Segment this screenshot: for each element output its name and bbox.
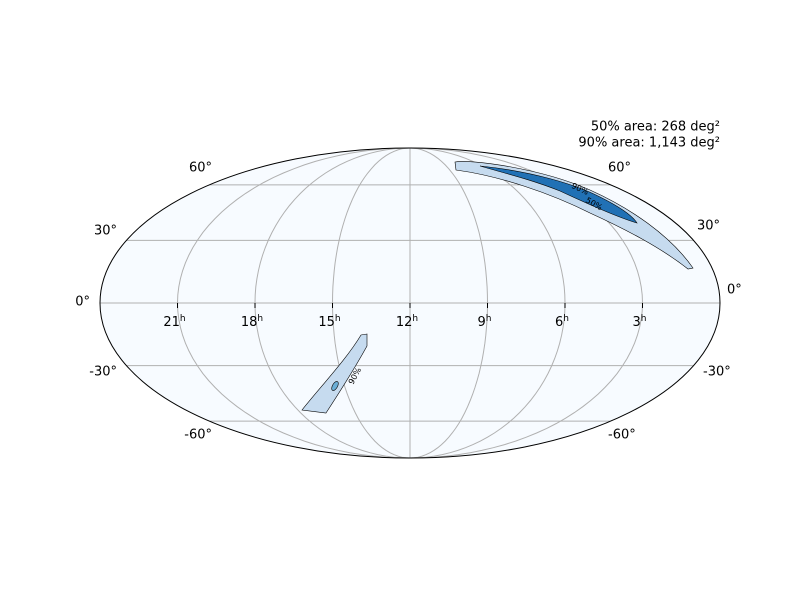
area-annotation: 50% area: 268 deg² bbox=[591, 120, 720, 135]
ra-unit: h bbox=[412, 314, 418, 324]
region-50 bbox=[479, 165, 638, 224]
ra-unit: h bbox=[180, 314, 186, 324]
area-annotation: 90% area: 1,143 deg² bbox=[578, 136, 720, 151]
region-90-south bbox=[301, 333, 368, 414]
ra-hours: 21 bbox=[163, 315, 180, 330]
ra-hours: 12 bbox=[396, 315, 413, 330]
ra-label: 15h bbox=[318, 314, 340, 330]
ra-hours: 15 bbox=[318, 315, 335, 330]
ra-hours: 3 bbox=[633, 315, 641, 330]
region-50-south bbox=[331, 381, 339, 391]
dec-label: -60° bbox=[184, 428, 212, 443]
ra-labels: 21h 18h 15h 12h 9h 6h 3h bbox=[163, 303, 647, 330]
dec-labels-right: 60° 30° 0° -30° -60° bbox=[608, 161, 742, 443]
dec-label: 30° bbox=[697, 219, 720, 234]
dec-label: -30° bbox=[89, 365, 117, 380]
ra-label: 12h bbox=[396, 314, 418, 330]
ra-hours: 18 bbox=[241, 315, 258, 330]
ra-label: 18h bbox=[241, 314, 263, 330]
ra-unit: h bbox=[335, 314, 341, 324]
dec-label: 30° bbox=[94, 224, 117, 239]
ra-hours: 6 bbox=[555, 315, 563, 330]
dec-label: -30° bbox=[703, 365, 731, 380]
dec-label: 60° bbox=[608, 161, 631, 176]
ra-label: 3h bbox=[633, 314, 647, 330]
ra-label: 21h bbox=[163, 314, 185, 330]
ra-unit: h bbox=[257, 314, 263, 324]
ra-label: 9h bbox=[478, 314, 492, 330]
dec-label: -60° bbox=[608, 428, 636, 443]
dec-label: 60° bbox=[189, 161, 212, 176]
probability-regions bbox=[301, 161, 694, 414]
ra-unit: h bbox=[563, 314, 569, 324]
dec-label: 0° bbox=[727, 283, 742, 298]
sky-outline bbox=[99, 147, 721, 459]
dec-label: 0° bbox=[75, 295, 90, 310]
ra-hours: 9 bbox=[478, 315, 486, 330]
ra-label: 6h bbox=[555, 314, 569, 330]
ra-unit: h bbox=[641, 314, 647, 324]
region-90 bbox=[454, 161, 694, 270]
dec-labels-left: 60° 30° 0° -30° -60° bbox=[75, 161, 212, 443]
ra-unit: h bbox=[486, 314, 492, 324]
